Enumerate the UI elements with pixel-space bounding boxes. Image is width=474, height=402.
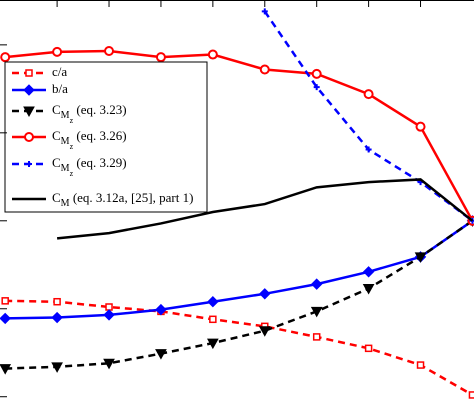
marker bbox=[25, 69, 33, 77]
marker bbox=[261, 8, 268, 15]
marker bbox=[0, 52, 11, 63]
marker bbox=[362, 284, 375, 295]
marker bbox=[312, 333, 321, 341]
marker bbox=[103, 309, 115, 321]
series-line bbox=[5, 299, 474, 397]
marker bbox=[415, 121, 426, 132]
series-line bbox=[5, 49, 474, 222]
marker bbox=[0, 364, 12, 375]
marker bbox=[468, 391, 474, 399]
marker bbox=[23, 106, 35, 118]
marker bbox=[51, 362, 63, 373]
marker bbox=[259, 288, 271, 300]
marker bbox=[258, 326, 271, 337]
marker bbox=[155, 52, 166, 63]
marker bbox=[207, 338, 219, 350]
marker bbox=[1, 297, 9, 305]
marker bbox=[207, 296, 219, 308]
marker bbox=[311, 68, 322, 79]
marker bbox=[364, 344, 373, 353]
legend: c/a b/a CMz (eq. 3.23) CMz (eq. 3.26) CMz (e… bbox=[4, 61, 208, 213]
legend-label: CMz (eq. 3.29) bbox=[52, 155, 127, 178]
marker bbox=[362, 266, 375, 278]
marker bbox=[259, 64, 270, 75]
series-line bbox=[56, 178, 474, 240]
marker bbox=[105, 303, 113, 311]
marker bbox=[0, 312, 11, 325]
marker bbox=[209, 315, 217, 324]
data-layer bbox=[0, 8, 474, 399]
marker bbox=[416, 361, 425, 369]
marker bbox=[310, 278, 323, 290]
marker bbox=[310, 306, 323, 318]
series-line bbox=[5, 219, 474, 370]
marker bbox=[155, 349, 167, 360]
marker bbox=[53, 297, 61, 306]
marker bbox=[24, 132, 34, 142]
legend-label: b/a bbox=[52, 81, 68, 96]
legend-label: CMz (eq. 3.26) bbox=[52, 128, 127, 151]
marker bbox=[414, 252, 427, 263]
legend-label: CM (eq. 3.12a, [25], part 1) bbox=[52, 190, 193, 209]
series-line bbox=[5, 219, 474, 320]
marker bbox=[365, 146, 372, 153]
marker bbox=[52, 46, 63, 57]
marker bbox=[155, 303, 167, 316]
legend-label: c/a bbox=[52, 64, 67, 79]
marker bbox=[104, 46, 115, 57]
marker bbox=[313, 84, 320, 91]
marker bbox=[363, 89, 374, 100]
marker bbox=[103, 358, 115, 370]
marker bbox=[26, 161, 32, 167]
marker bbox=[51, 311, 63, 324]
legend-label: CMz (eq. 3.23) bbox=[52, 102, 127, 125]
marker bbox=[207, 49, 218, 60]
marker bbox=[23, 84, 35, 96]
